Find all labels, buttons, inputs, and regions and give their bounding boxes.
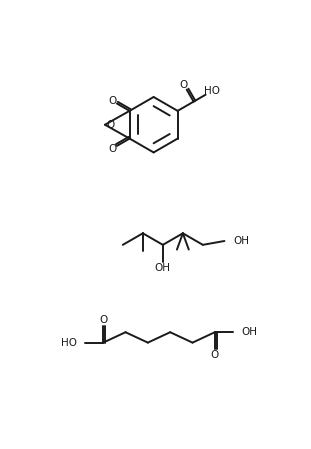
Text: O: O — [211, 350, 219, 360]
Text: O: O — [106, 120, 114, 130]
Text: HO: HO — [61, 338, 77, 348]
Text: O: O — [108, 96, 116, 106]
Text: O: O — [108, 144, 116, 154]
Text: OH: OH — [234, 236, 250, 246]
Text: HO: HO — [204, 86, 220, 96]
Text: OH: OH — [241, 327, 257, 337]
Text: O: O — [180, 80, 188, 90]
Text: OH: OH — [155, 263, 171, 273]
Text: O: O — [99, 315, 107, 325]
